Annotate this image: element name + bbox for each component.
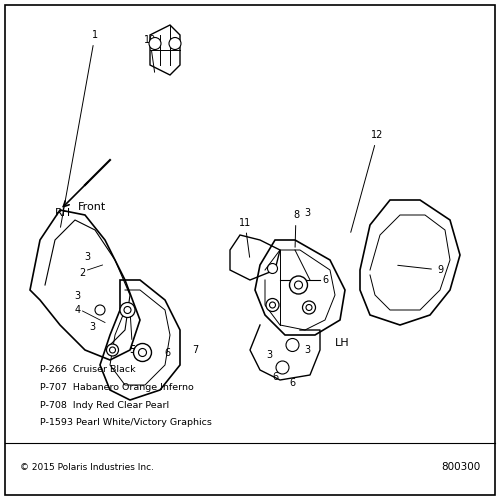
Circle shape bbox=[302, 301, 316, 314]
Circle shape bbox=[124, 306, 131, 314]
Circle shape bbox=[138, 348, 146, 356]
Text: 4: 4 bbox=[74, 305, 80, 315]
Circle shape bbox=[286, 338, 299, 351]
Text: RH: RH bbox=[55, 208, 71, 218]
Text: 12: 12 bbox=[350, 130, 384, 232]
Circle shape bbox=[169, 38, 181, 50]
Text: 3: 3 bbox=[266, 350, 272, 360]
Text: P-707  Habanero Orange Inferno: P-707 Habanero Orange Inferno bbox=[40, 383, 194, 392]
Text: 6: 6 bbox=[322, 275, 328, 285]
Text: 3: 3 bbox=[84, 252, 90, 262]
Text: P-708  Indy Red Clear Pearl: P-708 Indy Red Clear Pearl bbox=[40, 400, 169, 409]
Text: 3: 3 bbox=[304, 208, 310, 218]
Circle shape bbox=[106, 344, 118, 356]
Text: 5: 5 bbox=[130, 345, 136, 355]
Text: 3: 3 bbox=[304, 345, 310, 355]
Circle shape bbox=[95, 305, 105, 315]
Text: Front: Front bbox=[78, 202, 106, 212]
Text: 9: 9 bbox=[398, 265, 443, 275]
Text: 3: 3 bbox=[90, 322, 96, 332]
Circle shape bbox=[134, 344, 152, 361]
Text: 6: 6 bbox=[164, 348, 170, 358]
Circle shape bbox=[120, 302, 135, 318]
Circle shape bbox=[268, 264, 278, 274]
Circle shape bbox=[306, 304, 312, 310]
Text: 11: 11 bbox=[239, 218, 251, 257]
Text: 6: 6 bbox=[272, 372, 278, 382]
Circle shape bbox=[110, 347, 116, 353]
Text: LH: LH bbox=[335, 338, 349, 347]
Circle shape bbox=[276, 361, 289, 374]
Text: 7: 7 bbox=[192, 345, 198, 355]
Text: P-1593 Pearl White/Victory Graphics: P-1593 Pearl White/Victory Graphics bbox=[40, 418, 212, 427]
Text: 800300: 800300 bbox=[441, 462, 480, 472]
Text: 6: 6 bbox=[290, 378, 296, 388]
Text: 1: 1 bbox=[60, 30, 98, 228]
Circle shape bbox=[290, 276, 308, 294]
Circle shape bbox=[294, 281, 302, 289]
Text: 2: 2 bbox=[80, 268, 86, 278]
Circle shape bbox=[149, 38, 161, 50]
Text: P-266  Cruiser Black: P-266 Cruiser Black bbox=[40, 366, 136, 374]
Text: 8: 8 bbox=[293, 210, 299, 247]
Circle shape bbox=[270, 302, 276, 308]
Text: 10: 10 bbox=[144, 35, 156, 72]
Text: © 2015 Polaris Industries Inc.: © 2015 Polaris Industries Inc. bbox=[20, 463, 154, 472]
Circle shape bbox=[266, 298, 279, 312]
Text: 5: 5 bbox=[130, 313, 136, 355]
Text: 3: 3 bbox=[74, 291, 80, 301]
